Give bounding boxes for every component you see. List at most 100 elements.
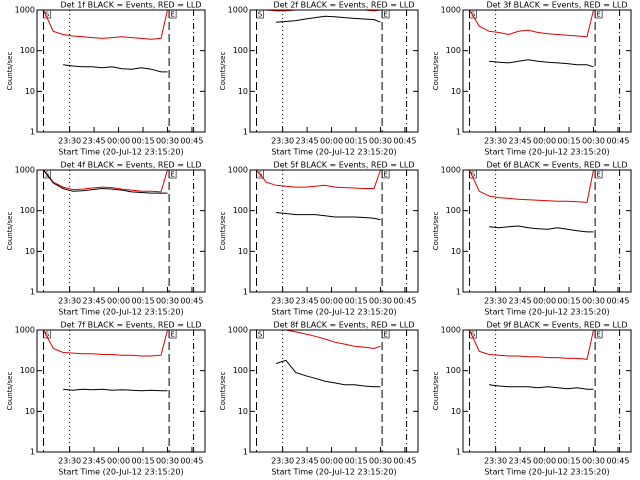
marker-label: E <box>596 171 600 179</box>
y-axis-label: Counts/sec <box>219 372 227 411</box>
x-tick-label: 00:30 <box>582 137 605 146</box>
plot-frame <box>249 169 419 293</box>
plot-frame <box>249 329 419 453</box>
data-line <box>63 388 168 392</box>
marker-label: E <box>170 171 174 179</box>
data-line <box>256 10 381 12</box>
x-tick-label: 00:30 <box>369 457 392 466</box>
data-line <box>63 64 168 73</box>
x-tick-label: 00:45 <box>393 137 416 146</box>
y-axis-label: Counts/sec <box>219 212 227 251</box>
x-tick-label: 23:30 <box>484 457 507 466</box>
marker-label: S <box>471 11 476 19</box>
chart-title: Det 1f BLACK = Events, RED = LLD <box>60 1 201 10</box>
x-tick-label: 00:00 <box>107 297 130 306</box>
plot-frame <box>36 169 206 293</box>
x-tick-label: 00:30 <box>156 297 179 306</box>
x-tick-label: 00:00 <box>533 137 556 146</box>
y-tick-label: 1 <box>456 288 461 297</box>
chart-title: Det 5f BLACK = Events, RED = LLD <box>273 161 414 170</box>
marker-label: E <box>383 171 387 179</box>
data-line <box>469 10 594 38</box>
y-axis-label: Counts/sec <box>432 212 440 251</box>
panel: Det 3f BLACK = Events, RED = LLD Start Ti… <box>432 1 632 157</box>
chart-title: Det 4f BLACK = Events, RED = LLD <box>60 161 201 170</box>
x-tick-label: 00:00 <box>533 297 556 306</box>
x-tick-label: 00:30 <box>156 457 179 466</box>
x-tick-label: 23:30 <box>484 297 507 306</box>
x-axis-label: Start Time (20-Jul-12 23:15:20) <box>58 308 183 317</box>
x-tick-label: 00:30 <box>369 137 392 146</box>
chart-title: Det 7f BLACK = Events, RED = LLD <box>60 321 201 330</box>
x-tick-label: 23:45 <box>296 297 319 306</box>
marker-label: S <box>258 331 263 339</box>
marker-label: E <box>596 11 600 19</box>
data-line <box>256 170 381 189</box>
x-axis-label: Start Time (20-Jul-12 23:15:20) <box>58 148 183 157</box>
plot-frame <box>36 9 206 133</box>
x-tick-label: 00:30 <box>582 297 605 306</box>
marker-label: E <box>383 11 387 19</box>
data-line <box>489 225 594 233</box>
y-axis-label: Counts/sec <box>432 372 440 411</box>
x-axis-label: Start Time (20-Jul-12 23:15:20) <box>271 468 396 477</box>
panel: Det 9f BLACK = Events, RED = LLD Start Ti… <box>432 321 632 477</box>
y-tick-label: 1 <box>456 448 461 457</box>
y-tick-label: 10 <box>25 407 35 416</box>
x-tick-label: 00:45 <box>606 297 629 306</box>
marker-label: E <box>170 331 174 339</box>
data-line <box>43 330 168 357</box>
x-tick-label: 23:45 <box>509 457 532 466</box>
x-tick-label: 00:45 <box>606 457 629 466</box>
y-tick-label: 100 <box>446 366 461 375</box>
x-tick-label: 00:45 <box>606 137 629 146</box>
data-line <box>275 359 381 388</box>
x-tick-label: 00:15 <box>557 297 580 306</box>
y-tick-label: 1000 <box>15 326 35 335</box>
y-axis-label: Counts/sec <box>219 52 227 91</box>
data-line <box>469 170 594 203</box>
x-tick-label: 23:30 <box>271 457 294 466</box>
plot-frame <box>462 9 632 133</box>
panel: Det 8f BLACK = Events, RED = LLD Start Ti… <box>219 321 419 477</box>
marker-label: S <box>45 331 50 339</box>
x-tick-label: 00:30 <box>369 297 392 306</box>
y-tick-label: 10 <box>451 87 461 96</box>
x-tick-label: 23:30 <box>58 297 81 306</box>
y-tick-label: 10 <box>238 87 248 96</box>
x-tick-label: 23:45 <box>83 137 106 146</box>
y-axis-label: Counts/sec <box>6 52 14 91</box>
data-line <box>43 170 168 193</box>
data-line <box>276 212 381 221</box>
x-tick-label: 23:45 <box>83 297 106 306</box>
y-tick-label: 1000 <box>15 6 35 15</box>
x-tick-label: 23:30 <box>271 137 294 146</box>
marker-label: S <box>45 11 50 19</box>
x-tick-label: 00:15 <box>131 457 154 466</box>
x-axis-label: Start Time (20-Jul-12 23:15:20) <box>484 148 609 157</box>
x-tick-label: 00:15 <box>131 137 154 146</box>
marker-label: E <box>596 331 600 339</box>
x-tick-label: 00:15 <box>557 457 580 466</box>
data-line <box>276 15 381 23</box>
marker-label: E <box>170 11 174 19</box>
x-tick-label: 00:00 <box>320 457 343 466</box>
data-line <box>489 384 594 390</box>
x-tick-label: 00:00 <box>320 297 343 306</box>
x-tick-label: 00:30 <box>156 137 179 146</box>
x-tick-label: 23:45 <box>83 457 106 466</box>
y-tick-label: 1000 <box>441 6 461 15</box>
y-tick-label: 1000 <box>228 6 248 15</box>
x-tick-label: 23:45 <box>509 297 532 306</box>
x-tick-label: 00:45 <box>393 297 416 306</box>
y-tick-label: 1000 <box>228 166 248 175</box>
marker-label: S <box>258 11 263 19</box>
x-tick-label: 23:45 <box>296 457 319 466</box>
y-tick-label: 10 <box>25 87 35 96</box>
y-tick-label: 100 <box>20 46 35 55</box>
chart-title: Det 8f BLACK = Events, RED = LLD <box>273 321 414 330</box>
y-tick-label: 100 <box>233 366 248 375</box>
data-line <box>469 330 594 360</box>
y-axis-label: Counts/sec <box>6 212 14 251</box>
